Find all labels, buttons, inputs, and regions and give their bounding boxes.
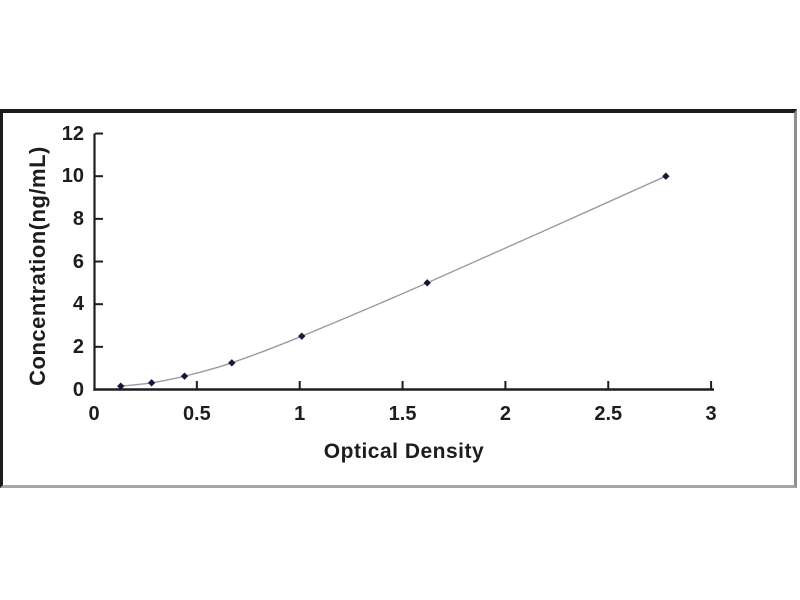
x-tick-label: 1.5 (388, 403, 417, 425)
x-tick-label: 3 (705, 403, 717, 425)
y-tick-label: 6 (72, 250, 84, 273)
y-tick-label: 10 (61, 165, 84, 188)
y-tick-label: 4 (72, 293, 84, 316)
data-point-marker (117, 382, 125, 390)
y-tick-label: 0 (72, 378, 84, 401)
x-tick-label: 2.5 (594, 403, 623, 425)
data-point-marker (662, 172, 670, 180)
x-tick-label: 0.5 (182, 403, 211, 425)
x-tick-label: 2 (499, 403, 511, 425)
y-tick-label: 8 (72, 207, 84, 230)
data-point-marker (423, 279, 431, 287)
chart-frame (0, 109, 797, 488)
x-axis-title: Optical Density (323, 440, 485, 463)
data-point-marker (228, 359, 236, 367)
x-tick-label: 0 (88, 403, 100, 425)
data-point-marker (180, 372, 189, 380)
x-tick-label: 1 (294, 403, 306, 425)
y-tick-label: 12 (61, 122, 84, 145)
data-point-marker (298, 332, 306, 340)
curve-line (120, 175, 667, 387)
data-point-marker (147, 379, 156, 387)
y-tick-label: 2 (72, 335, 84, 358)
